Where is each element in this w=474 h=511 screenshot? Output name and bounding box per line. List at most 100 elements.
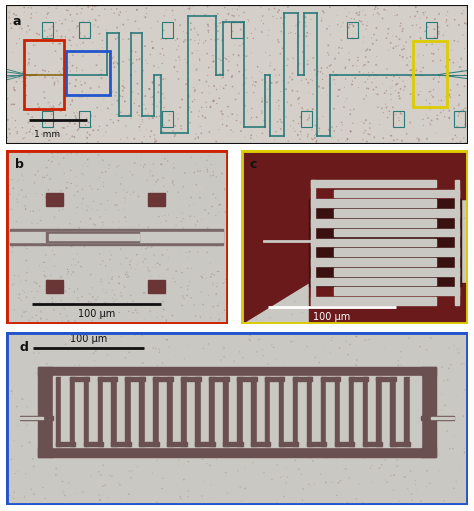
Point bbox=[64, 150, 71, 158]
Bar bbox=[111, 377, 117, 446]
Point bbox=[218, 308, 226, 316]
Point bbox=[395, 92, 403, 100]
Point bbox=[215, 267, 222, 275]
Point bbox=[28, 219, 36, 227]
Text: 100 μm: 100 μm bbox=[70, 334, 108, 344]
Point bbox=[73, 203, 81, 212]
Point bbox=[367, 249, 374, 257]
Point bbox=[264, 31, 272, 39]
Point bbox=[314, 140, 322, 148]
Point bbox=[409, 21, 416, 30]
Point bbox=[138, 138, 146, 146]
Point bbox=[315, 83, 323, 91]
Point bbox=[321, 429, 329, 437]
Point bbox=[262, 93, 269, 101]
Point bbox=[121, 98, 128, 106]
Point bbox=[407, 73, 414, 81]
Point bbox=[120, 76, 128, 84]
Point bbox=[109, 218, 117, 226]
Point bbox=[239, 387, 247, 395]
Point bbox=[421, 182, 429, 190]
Point bbox=[228, 452, 236, 460]
Point bbox=[173, 67, 181, 76]
Point bbox=[121, 431, 128, 439]
Point bbox=[399, 25, 407, 33]
Point bbox=[198, 492, 206, 500]
Point bbox=[445, 300, 453, 308]
Bar bbox=[420, 416, 455, 420]
Point bbox=[243, 401, 250, 409]
Point bbox=[337, 126, 345, 134]
Point bbox=[177, 495, 185, 503]
Point bbox=[204, 72, 211, 80]
Point bbox=[261, 200, 269, 208]
Point bbox=[437, 177, 445, 185]
Point bbox=[243, 88, 250, 97]
Point bbox=[146, 397, 154, 405]
Point bbox=[383, 65, 391, 73]
Point bbox=[99, 36, 106, 44]
Point bbox=[427, 334, 435, 342]
Point bbox=[127, 258, 134, 266]
Point bbox=[406, 66, 414, 75]
Point bbox=[104, 196, 111, 204]
Point bbox=[278, 277, 285, 285]
Point bbox=[205, 210, 212, 218]
Point bbox=[284, 442, 292, 450]
Point bbox=[172, 131, 179, 139]
Point bbox=[202, 37, 210, 45]
Point bbox=[83, 206, 91, 215]
Point bbox=[403, 248, 410, 256]
Point bbox=[237, 119, 244, 127]
Point bbox=[56, 39, 64, 48]
Point bbox=[298, 131, 305, 139]
Point bbox=[228, 72, 236, 80]
Point bbox=[65, 345, 73, 354]
Point bbox=[273, 254, 280, 262]
Point bbox=[160, 12, 168, 20]
Point bbox=[247, 115, 255, 124]
Point bbox=[349, 34, 356, 42]
Point bbox=[38, 302, 46, 310]
Point bbox=[115, 478, 123, 486]
Point bbox=[118, 377, 125, 385]
Point bbox=[412, 2, 419, 10]
Point bbox=[399, 77, 407, 85]
Point bbox=[223, 392, 230, 400]
Point bbox=[263, 188, 270, 196]
Point bbox=[148, 243, 155, 251]
Point bbox=[460, 444, 468, 452]
Point bbox=[359, 152, 366, 160]
Point bbox=[53, 4, 60, 12]
Bar bbox=[79, 22, 90, 38]
Bar bbox=[354, 377, 363, 446]
Point bbox=[29, 130, 36, 138]
Point bbox=[56, 16, 64, 25]
Point bbox=[393, 135, 401, 144]
Point bbox=[204, 440, 212, 448]
Point bbox=[201, 206, 209, 214]
Point bbox=[308, 177, 316, 185]
Point bbox=[237, 127, 245, 135]
Point bbox=[271, 276, 279, 285]
Point bbox=[292, 497, 300, 505]
Point bbox=[196, 76, 203, 84]
Point bbox=[258, 154, 265, 162]
Point bbox=[383, 103, 390, 111]
Point bbox=[424, 23, 432, 31]
Point bbox=[97, 227, 104, 235]
Point bbox=[454, 37, 462, 45]
Point bbox=[84, 203, 92, 211]
Point bbox=[98, 43, 106, 52]
Point bbox=[197, 313, 204, 321]
Point bbox=[436, 231, 444, 240]
Point bbox=[57, 286, 64, 294]
Point bbox=[21, 133, 28, 142]
Point bbox=[317, 316, 324, 324]
Point bbox=[51, 398, 58, 406]
Point bbox=[144, 60, 151, 68]
Point bbox=[382, 100, 390, 108]
Point bbox=[136, 228, 144, 236]
Point bbox=[94, 185, 102, 194]
Point bbox=[299, 309, 306, 317]
